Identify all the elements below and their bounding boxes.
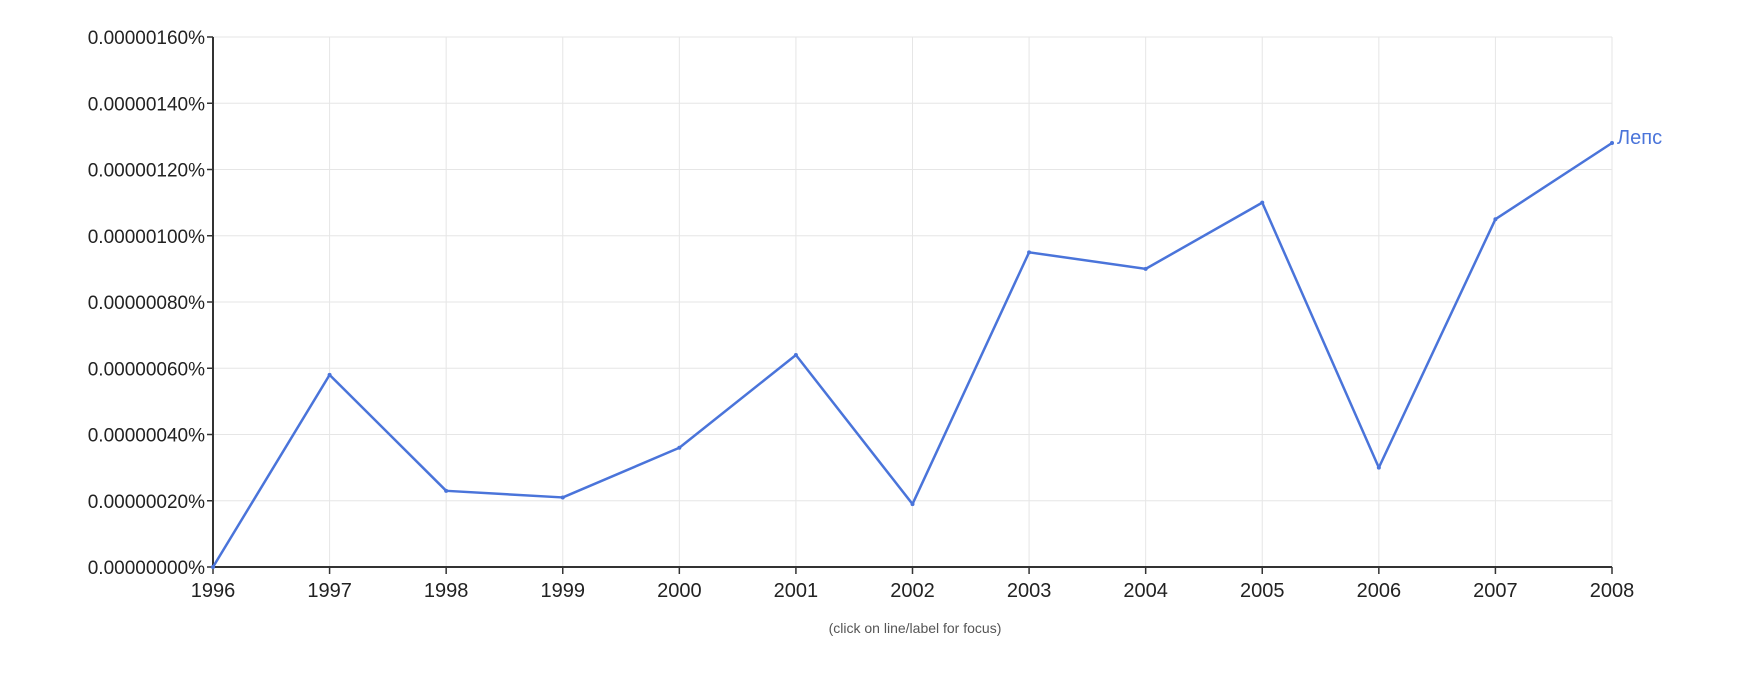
y-tick-label: 0.00000160% xyxy=(88,28,205,49)
data-point xyxy=(327,372,332,377)
data-point xyxy=(1027,250,1032,255)
x-axis-tick-labels: 1996 1997 1998 1999 2000 2001 2002 2003 2004 2005… xyxy=(191,580,1635,602)
y-axis-tick-labels: 0.00000000% 0.00000020% 0.00000040% 0.00000… xyxy=(88,28,205,579)
gridlines xyxy=(213,36,1613,567)
data-point xyxy=(444,488,449,493)
axes xyxy=(207,36,1613,574)
data-point xyxy=(1610,141,1614,145)
x-tick-label: 1997 xyxy=(307,580,352,602)
y-tick-label: 0.00000140% xyxy=(88,94,205,115)
data-point xyxy=(560,495,565,500)
data-point xyxy=(1260,200,1265,205)
y-tick-label: 0.00000040% xyxy=(88,426,205,447)
y-tick-label: 0.00000100% xyxy=(88,227,205,248)
data-point xyxy=(211,565,215,569)
x-tick-label: 2005 xyxy=(1240,580,1285,602)
y-tick-label: 0.00000000% xyxy=(88,558,205,579)
data-point xyxy=(793,353,798,357)
series-group[interactable]: Лепс xyxy=(211,127,1662,569)
data-point xyxy=(1376,465,1381,470)
series-label[interactable]: Лепс xyxy=(1617,127,1662,149)
focus-hint: (click on line/label for focus) xyxy=(829,620,1002,636)
x-tick-label: 2004 xyxy=(1123,580,1168,602)
data-point xyxy=(1493,217,1498,222)
x-tick-label: 2000 xyxy=(657,580,702,602)
y-tick-label: 0.00000080% xyxy=(88,293,205,314)
data-point xyxy=(677,445,682,450)
x-tick-label: 2007 xyxy=(1473,580,1518,602)
data-point xyxy=(1143,266,1148,271)
y-tick-label: 0.00000060% xyxy=(88,359,205,380)
x-tick-label: 2002 xyxy=(890,580,935,602)
x-tick-label: 1998 xyxy=(424,580,469,602)
x-tick-label: 2006 xyxy=(1357,580,1402,602)
x-tick-label: 1999 xyxy=(541,580,586,602)
x-tick-label: 2003 xyxy=(1007,580,1052,602)
y-tick-label: 0.00000020% xyxy=(88,492,205,513)
y-tick-label: 0.00000120% xyxy=(88,161,205,182)
data-point xyxy=(910,502,915,507)
x-tick-label: 2008 xyxy=(1590,580,1635,602)
x-tick-label: 2001 xyxy=(774,580,819,602)
x-tick-label: 1996 xyxy=(191,580,236,602)
